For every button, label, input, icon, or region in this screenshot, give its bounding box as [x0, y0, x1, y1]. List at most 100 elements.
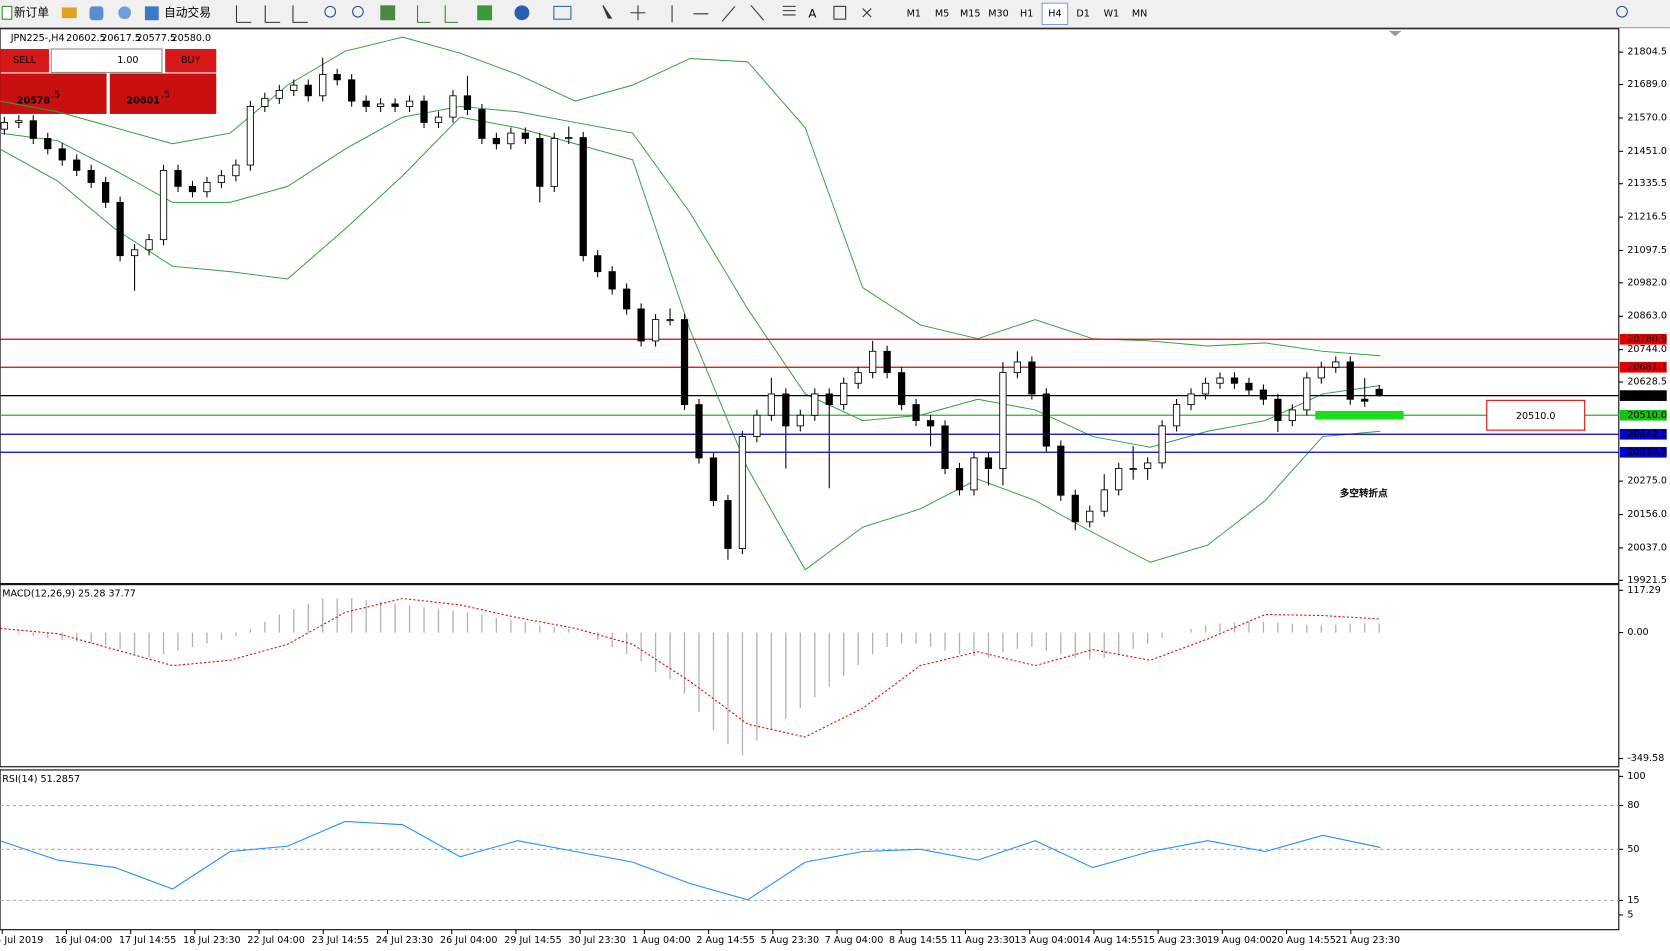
icon[interactable]	[89, 6, 104, 21]
price-pips: .5	[161, 89, 170, 100]
timeframe-button[interactable]: H1	[1020, 8, 1033, 19]
new-order[interactable]: 新订单	[14, 5, 49, 19]
icon[interactable]	[235, 5, 308, 23]
icon[interactable]	[514, 5, 530, 21]
quote: 20602.5	[66, 33, 106, 44]
annotation-text: 多空转折点	[1340, 488, 1388, 500]
timeframe-button[interactable]: H4	[1048, 8, 1061, 19]
candle-body	[753, 414, 761, 437]
candle-body	[1172, 404, 1181, 427]
lots: 1.00	[117, 55, 138, 66]
candle-body	[594, 255, 602, 273]
y-tick-label: 50	[1627, 844, 1639, 855]
level-label: 20442.2	[1627, 429, 1667, 440]
buy-button[interactable]	[165, 48, 217, 73]
x-tick-label: 21 Aug 23:30	[1335, 935, 1400, 946]
candle-body	[1100, 489, 1108, 512]
candle-body	[926, 420, 935, 427]
price-pips: .5	[51, 89, 60, 100]
candle-body	[883, 350, 891, 374]
x-tick-label: 29 Jul 14:55	[504, 935, 561, 946]
candle-body	[825, 393, 833, 406]
y-tick-label: 0.00	[1627, 627, 1648, 638]
x-tick-label: 23 Jul 14:55	[312, 935, 369, 946]
icon[interactable]	[118, 6, 132, 20]
y-tick-label: -349.58	[1627, 753, 1664, 764]
timeframe-button[interactable]: W1	[1104, 8, 1120, 19]
level-tag	[1619, 361, 1667, 373]
price-box[interactable]	[109, 73, 217, 114]
auto-trading[interactable]: 自动交易	[164, 5, 211, 19]
icon[interactable]	[862, 8, 872, 18]
icon[interactable]	[477, 5, 493, 21]
x-tick-label: 24 Jul 23:30	[376, 935, 433, 946]
icon[interactable]	[1, 5, 13, 20]
candle-body	[782, 393, 790, 427]
y-tick-label: 21570.0	[1627, 112, 1667, 123]
icon[interactable]: A	[808, 6, 816, 20]
timeframe-button[interactable]: MN	[1132, 8, 1147, 19]
icon[interactable]	[553, 5, 572, 20]
candle-body	[507, 132, 515, 145]
candle-body	[1071, 494, 1079, 523]
candle-body	[362, 100, 370, 107]
y-tick-label: 20744.0	[1627, 344, 1667, 355]
candle-body	[1216, 377, 1224, 384]
x-tick-label: 7 Aug 04:00	[825, 935, 884, 946]
x-tick-label: 19 Aug 04:00	[1207, 935, 1272, 946]
candle-body	[695, 404, 703, 459]
timeframe-button[interactable]: M30	[988, 8, 1008, 19]
icon[interactable]	[833, 5, 847, 20]
y-tick-label: 21689.0	[1627, 79, 1667, 90]
timeframe-button[interactable]: M5	[935, 8, 949, 19]
macd-pane	[0, 584, 1620, 768]
quote: 20617.5	[101, 33, 141, 44]
bollinger-middle	[0, 105, 1381, 448]
level-label: 20510.0	[1627, 410, 1667, 421]
timeframe-button[interactable]: M1	[907, 8, 921, 19]
candle-body	[1013, 361, 1022, 374]
candle-body	[637, 308, 645, 342]
x-tick-label: 11 Aug 23:30	[950, 935, 1015, 946]
candle-body	[579, 137, 587, 257]
sell-label: SELL	[13, 55, 36, 66]
x-tick-label: 14 Aug 14:55	[1079, 935, 1144, 946]
candle-body	[854, 372, 862, 384]
x-tick-label: 26 Jul 04:00	[440, 935, 497, 946]
timeframe-button[interactable]: M15	[960, 8, 980, 19]
candle-body	[1230, 377, 1239, 384]
icon[interactable]	[417, 5, 459, 23]
sell-button[interactable]	[0, 48, 50, 73]
candle-body	[44, 137, 52, 150]
candle-body	[203, 182, 211, 193]
bollinger-upper	[0, 36, 1381, 357]
timeframe-button[interactable]: D1	[1076, 8, 1089, 19]
candle-body	[492, 137, 501, 145]
candle-body	[376, 103, 385, 107]
candle-body	[565, 137, 573, 140]
y-tick-label: 15	[1627, 895, 1639, 906]
level-tag	[1619, 446, 1667, 458]
candle-body	[217, 175, 226, 183]
candle-body	[290, 84, 298, 91]
icon[interactable]	[324, 5, 337, 18]
candle-body	[145, 239, 153, 251]
rsi-title: RSI(14) 51.2857	[2, 774, 80, 785]
search[interactable]	[1616, 5, 1628, 18]
icon[interactable]	[144, 6, 159, 21]
candle-body	[796, 414, 804, 427]
icon[interactable]	[380, 5, 396, 21]
price-box[interactable]	[0, 73, 107, 114]
icon[interactable]	[352, 5, 364, 18]
lots-box[interactable]	[50, 48, 163, 73]
y-tick-label: 21451.0	[1627, 146, 1667, 157]
x-tick-label: 4 Jul 2019	[0, 935, 43, 946]
quote: 20580.0	[172, 33, 212, 44]
timeframe-active	[1041, 2, 1069, 26]
candle-body	[666, 319, 674, 322]
icon[interactable]	[61, 7, 77, 19]
candle-body	[521, 132, 529, 139]
icon[interactable]	[602, 4, 796, 23]
candle-body	[550, 137, 558, 187]
